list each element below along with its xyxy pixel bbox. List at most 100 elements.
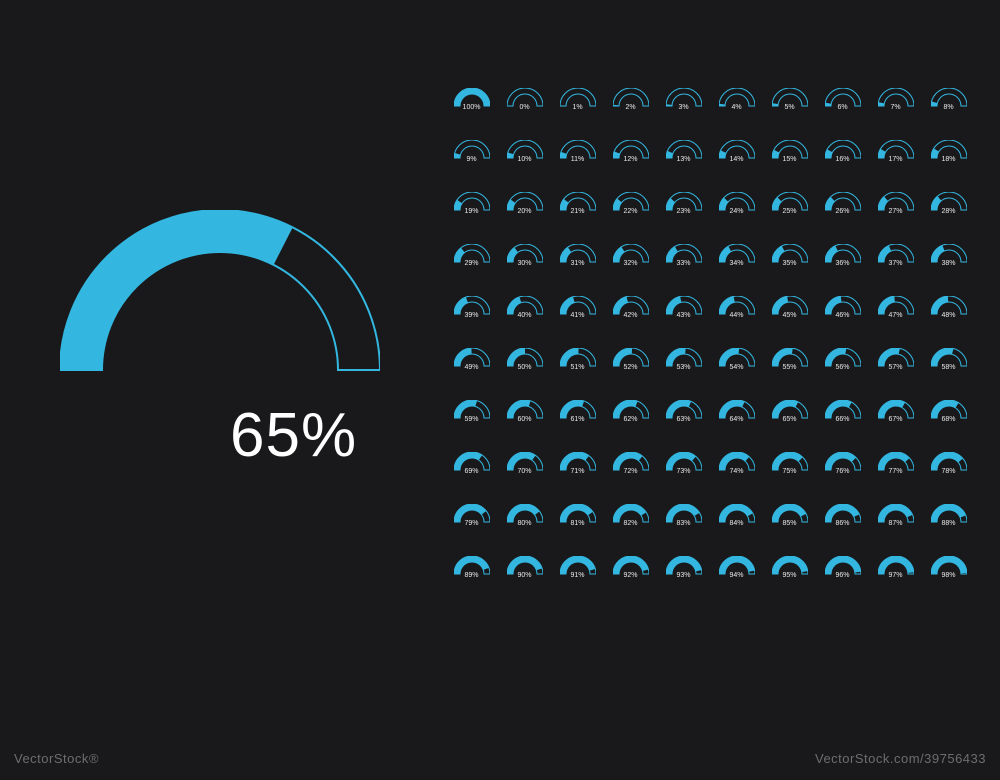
gauge-cell: 6% — [816, 88, 869, 140]
gauge-cell-label: 90% — [517, 572, 531, 579]
gauge-cell: 3% — [657, 88, 710, 140]
gauge-cell-label: 72% — [623, 468, 637, 475]
gauge-cell: 84% — [710, 504, 763, 556]
gauge-cell: 46% — [816, 296, 869, 348]
gauge-cell-label: 53% — [676, 364, 690, 371]
gauge-cell: 97% — [869, 556, 922, 608]
gauge-cell: 78% — [922, 452, 975, 504]
gauge-cell-label: 0% — [519, 104, 529, 111]
gauge-cell-label: 62% — [623, 416, 637, 423]
gauge-cell: 31% — [551, 244, 604, 296]
gauge-cell: 21% — [551, 192, 604, 244]
gauge-cell: 80% — [498, 504, 551, 556]
gauge-cell-label: 31% — [570, 260, 584, 267]
gauge-cell-label: 22% — [623, 208, 637, 215]
gauge-cell: 60% — [498, 400, 551, 452]
gauge-cell-label: 54% — [729, 364, 743, 371]
gauge-cell-label: 73% — [676, 468, 690, 475]
gauge-cell-label: 24% — [729, 208, 743, 215]
gauge-cell: 88% — [922, 504, 975, 556]
gauge-cell: 17% — [869, 140, 922, 192]
gauge-cell: 61% — [551, 400, 604, 452]
gauge-cell-label: 84% — [729, 520, 743, 527]
gauge-cell: 39% — [445, 296, 498, 348]
gauge-cell-label: 32% — [623, 260, 637, 267]
gauge-cell-label: 77% — [888, 468, 902, 475]
gauge-cell-label: 96% — [835, 572, 849, 579]
gauge-cell: 11% — [551, 140, 604, 192]
gauge-cell-label: 69% — [464, 468, 478, 475]
gauge-fill — [454, 248, 465, 262]
gauge-cell: 35% — [763, 244, 816, 296]
gauge-cell: 49% — [445, 348, 498, 400]
gauge-cell-label: 76% — [835, 468, 849, 475]
gauge-cell: 2% — [604, 88, 657, 140]
gauge-cell: 87% — [869, 504, 922, 556]
gauge-cell: 50% — [498, 348, 551, 400]
gauge-cell: 29% — [445, 244, 498, 296]
gauge-cell-label: 3% — [678, 104, 688, 111]
gauge-cell: 12% — [604, 140, 657, 192]
gauge-cell-label: 74% — [729, 468, 743, 475]
gauge-fill — [931, 148, 939, 158]
gauge-cell-label: 70% — [517, 468, 531, 475]
gauge-cell-label: 97% — [888, 572, 902, 579]
gauge-cell: 92% — [604, 556, 657, 608]
gauge-fill — [507, 152, 514, 158]
gauge-cell-label: 43% — [676, 312, 690, 319]
gauge-cell: 95% — [763, 556, 816, 608]
gauge-fill — [613, 247, 625, 262]
gauge-cell: 100% — [445, 88, 498, 140]
gauge-cell-label: 52% — [623, 364, 637, 371]
gauge-cell: 15% — [763, 140, 816, 192]
gauge-cell-label: 13% — [676, 156, 690, 163]
gauge-cell: 53% — [657, 348, 710, 400]
gauge-cell-label: 87% — [888, 520, 902, 527]
gauge-cell-label: 57% — [888, 364, 902, 371]
gauge-cell-label: 60% — [517, 416, 531, 423]
gauge-cell: 38% — [922, 244, 975, 296]
watermark-right: VectorStock.com/39756433 — [815, 751, 986, 766]
gauge-cell: 89% — [445, 556, 498, 608]
gauge-cell: 76% — [816, 452, 869, 504]
gauge-fill — [613, 151, 620, 158]
gauge-cell-label: 94% — [729, 572, 743, 579]
gauge-cell-label: 37% — [888, 260, 902, 267]
gauge-cell: 44% — [710, 296, 763, 348]
gauge-fill — [825, 103, 831, 106]
gauge-cell: 82% — [604, 504, 657, 556]
gauge-cell-label: 4% — [731, 104, 741, 111]
gauge-cell-label: 33% — [676, 260, 690, 267]
gauge-cell-label: 79% — [464, 520, 478, 527]
gauge-cell: 24% — [710, 192, 763, 244]
gauge-cell: 83% — [657, 504, 710, 556]
gauge-cell-label: 55% — [782, 364, 796, 371]
gauge-cell: 70% — [498, 452, 551, 504]
gauge-cell-label: 85% — [782, 520, 796, 527]
gauge-cell-label: 71% — [570, 468, 584, 475]
gauge-cell-label: 26% — [835, 208, 849, 215]
gauge-cell: 98% — [922, 556, 975, 608]
gauge-cell-label: 1% — [572, 104, 582, 111]
gauge-cell: 1% — [551, 88, 604, 140]
gauge-cell-label: 7% — [890, 104, 900, 111]
gauge-cell-label: 41% — [570, 312, 584, 319]
gauge-cell-label: 35% — [782, 260, 796, 267]
gauge-fill — [454, 153, 460, 158]
gauge-fill — [613, 105, 619, 106]
gauge-cell: 4% — [710, 88, 763, 140]
gauge-cell: 69% — [445, 452, 498, 504]
gauge-cell: 22% — [604, 192, 657, 244]
gauge-cell: 91% — [551, 556, 604, 608]
gauge-cell: 5% — [763, 88, 816, 140]
gauge-cell: 65% — [763, 400, 816, 452]
gauge-cell-label: 50% — [517, 364, 531, 371]
gauge-cell-label: 82% — [623, 520, 637, 527]
gauge-cell-label: 91% — [570, 572, 584, 579]
gauge-cell-label: 68% — [941, 416, 955, 423]
gauge-cell: 34% — [710, 244, 763, 296]
gauge-cell-label: 12% — [623, 156, 637, 163]
gauge-cell-label: 38% — [941, 260, 955, 267]
gauge-cell: 32% — [604, 244, 657, 296]
gauge-fill — [878, 102, 884, 106]
